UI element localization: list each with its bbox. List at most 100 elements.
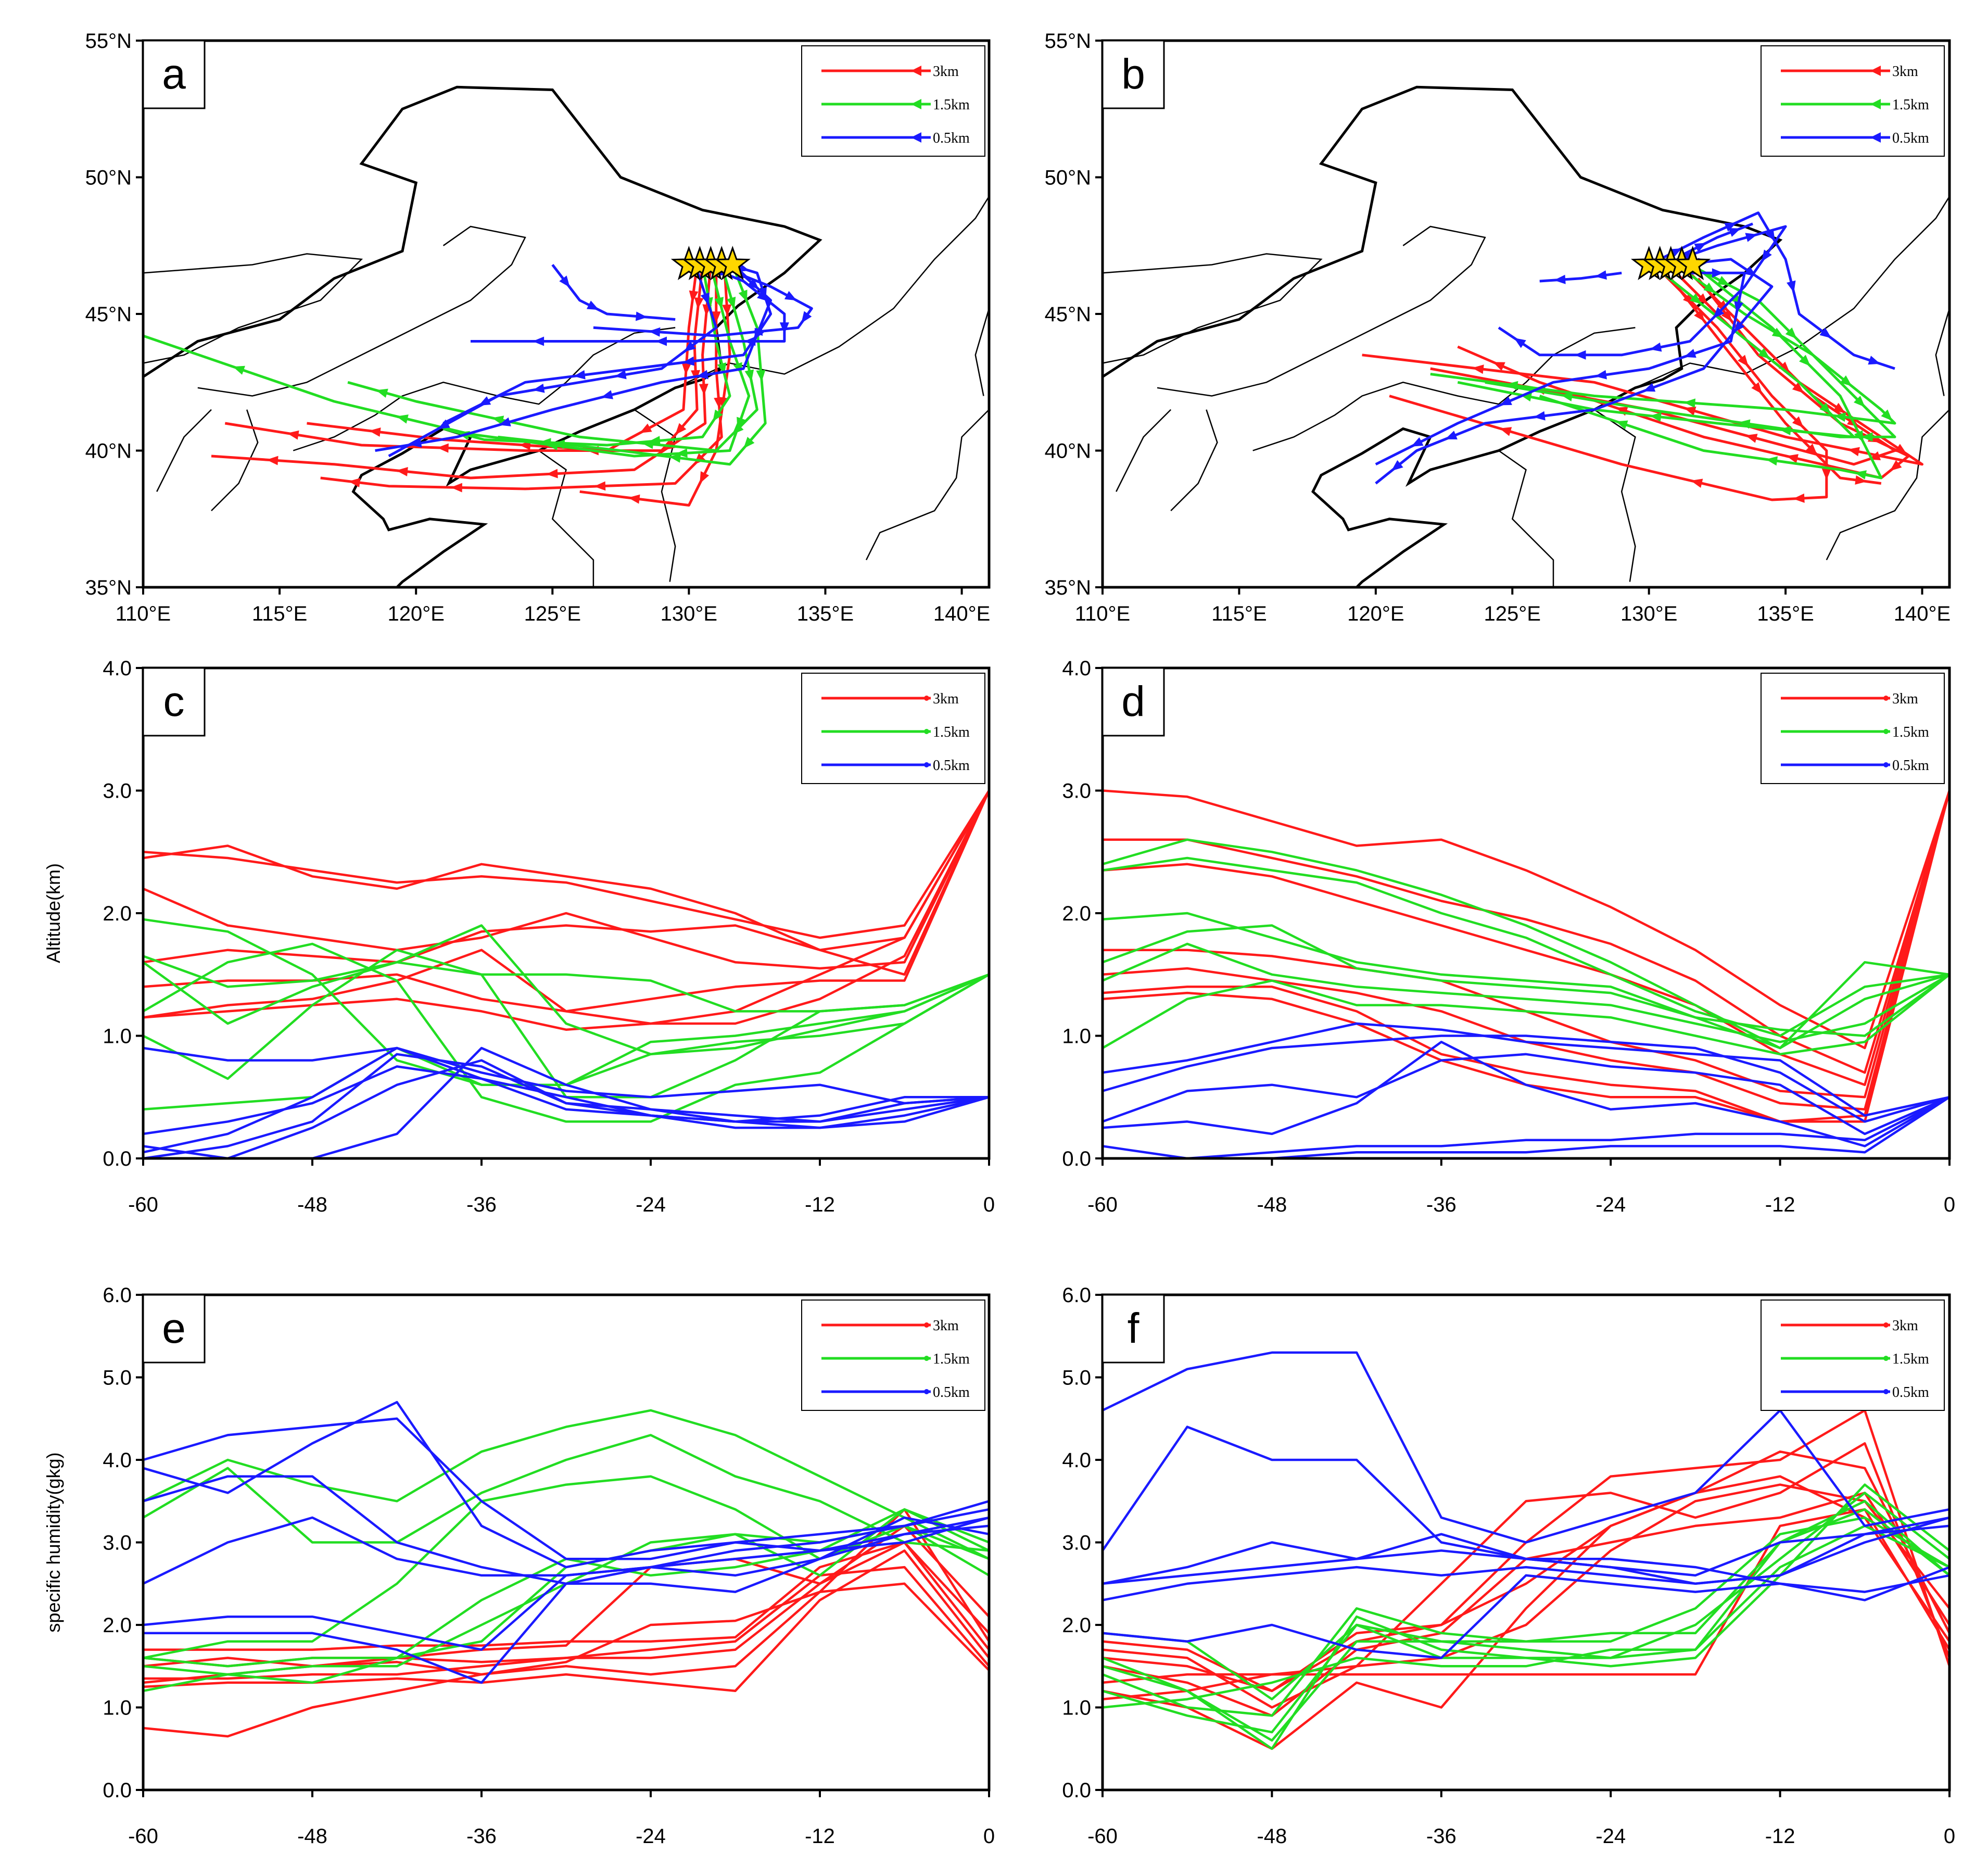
series-line-1.5km [1102,1492,1951,1742]
trajectory-arrow [1713,307,1725,319]
trajectory-arrow [681,363,691,375]
trajectory-arrow [1733,320,1745,333]
series-line-1.5km [142,1434,990,1552]
y-tick-label: 1.0 [1062,1025,1091,1048]
y-tick-label: 0.0 [103,1147,132,1170]
y-tick-label: 2.0 [1062,902,1091,925]
trajectory-arrow [1847,447,1860,457]
series-line-3km [143,790,991,976]
geo-outline [142,85,822,588]
trajectory-arrow [539,438,551,448]
geo-outline [1252,327,1636,451]
y-tick-label: 2.0 [1062,1614,1091,1637]
trajectory-arrow [682,356,695,366]
legend-label: 1.5km [933,724,970,740]
trajectory-arrow [675,423,687,435]
x-tick-label: 0 [983,1825,995,1848]
panel-label-box [142,667,206,737]
y-tick-label: 3.0 [103,1532,132,1555]
geo-outline [211,409,259,511]
x-tick-label: -60 [1087,1193,1118,1216]
trajectory-arrow [267,456,278,465]
trajectory-arrow [738,289,748,302]
y-tick-label: 1.0 [1062,1697,1091,1720]
series-line-3km [1102,790,1951,1123]
trajectory-arrow [1500,396,1512,406]
trajectory-arrow [744,369,754,382]
trajectory-arrow [437,443,449,453]
legend-label: 1.5km [1892,1351,1929,1367]
panel-label: b [1121,51,1145,98]
x-tick-label: -12 [805,1193,835,1216]
trajectory-arrow [636,311,648,321]
x-tick-label: -12 [805,1825,835,1848]
trajectory-arrow [546,469,558,478]
legend-label: 0.5km [933,758,970,774]
geo-outline [1170,409,1218,511]
legend-marker [1883,762,1889,767]
series-line-1.5km [1102,1516,1951,1717]
series-line-0.5km [143,1053,989,1160]
y-tick-label: 5.0 [1062,1367,1091,1390]
trajectory-arrow [478,396,491,406]
series-line-3km [143,790,991,970]
series-line-1.5km [1102,1524,1950,1709]
y-tick-label: 6.0 [1062,1284,1091,1307]
series-line-1.5km [1102,924,1951,1037]
trajectory-arrow [700,292,710,305]
y-tick-label: 0.0 [1062,1147,1091,1170]
trajectory-arrow [628,494,640,504]
geo-outline [1102,253,1323,364]
trajectory-arrow [1792,382,1804,394]
trajectory-arrow [722,304,732,317]
trajectory-arrow [747,278,759,290]
y-tick-label: 5.0 [103,1367,132,1390]
trajectory-0.5km [1683,222,1753,255]
series-line-3km [1102,1508,1951,1684]
x-tick-label: -60 [128,1825,158,1848]
trajectory-arrow [1854,470,1867,480]
trajectory-arrow [801,311,812,323]
trajectory-arrow [396,466,408,476]
x-tick-label: -24 [636,1825,666,1848]
geo-outline [974,308,990,396]
trajectory-arrow [1683,398,1696,408]
x-tick-label: -60 [128,1193,158,1216]
trajectory-3km [224,264,704,452]
legend-label: 0.5km [1892,130,1929,146]
series-line-3km [143,1541,990,1651]
trajectory-arrow [1819,327,1832,338]
trajectory-arrow [1561,392,1573,402]
map-panel-a: 55°N 50°N 45°N 40°N 35°N 110°E 115°E 120°E 125°E… [85,30,991,625]
trajectory-1.5km [1539,272,1883,480]
trajectory-arrow [711,311,721,323]
legend-marker [924,696,929,701]
trajectory-arrow [1792,416,1804,428]
trajectory-arrow [533,336,545,346]
series-line-0.5km [143,1046,990,1105]
x-tick-label: 0 [1944,1193,1955,1216]
legend-label: 1.5km [933,97,970,113]
series-line-1.5km [142,924,990,1056]
series-line-0.5km [1102,1035,1950,1123]
y-tick-label: 0.0 [1062,1779,1091,1802]
trajectory-0.5km [1375,271,1746,466]
series-line-0.5km [143,1516,990,1684]
legend-arrow [911,99,921,109]
series-line-3km [1102,790,1951,1086]
geo-outline [1635,196,1951,388]
trajectory-arrow [1703,282,1716,293]
y-tick-label: 4.0 [103,657,132,680]
trajectory-arrow [1778,361,1790,373]
trajectory-arrow [1533,411,1546,421]
geo-outline [1157,225,1486,397]
trajectory-arrow [1643,383,1656,392]
trajectory-arrow [683,341,696,352]
trajectory-arrow [1799,355,1810,367]
legend-label: 3km [933,64,959,80]
line-panel-d: 4.0 3.0 2.0 1.0 0.0 -60 -48 -36 -24 -12 0 d 3km 1.5km… [1062,657,1955,1216]
trajectory-arrow [1738,355,1749,367]
geo-outline [1826,409,1950,561]
series-line-0.5km [1102,1516,1950,1585]
